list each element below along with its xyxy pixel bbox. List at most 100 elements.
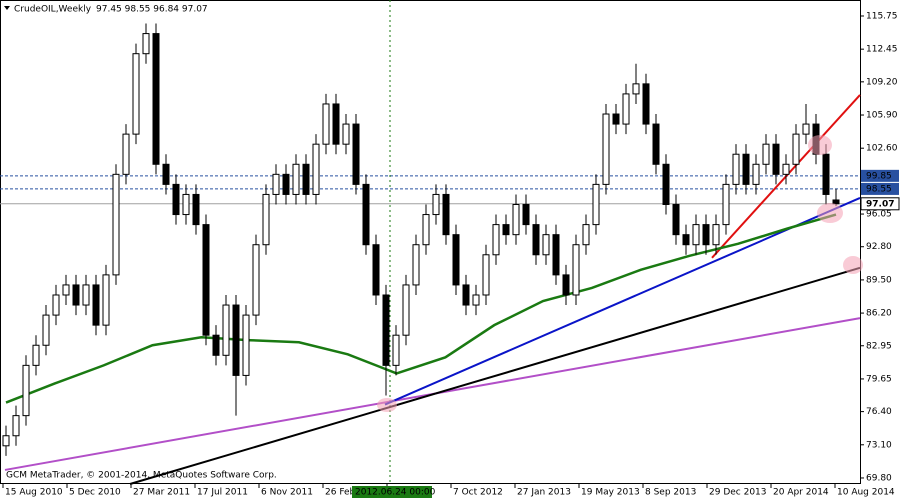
- candle-body: [352, 123, 360, 185]
- candle-body: [362, 183, 370, 246]
- candle-body: [582, 224, 590, 246]
- candle-body: [182, 193, 190, 216]
- candle-body: [772, 143, 780, 175]
- candle-body: [2, 435, 10, 447]
- trend-line: [129, 266, 861, 485]
- candle-body: [742, 153, 750, 185]
- y-tick-label: 79.65: [866, 374, 892, 384]
- price-label-box: [860, 197, 900, 211]
- candle-body: [442, 193, 450, 236]
- candle-body: [332, 103, 340, 145]
- candle-body: [82, 284, 90, 306]
- candle-body: [242, 314, 250, 376]
- y-tick-label: 96.05: [866, 210, 892, 220]
- candle-body: [522, 203, 530, 226]
- candle-body: [202, 224, 210, 336]
- x-tick-label: 7 Oct 2012: [453, 488, 503, 498]
- candle-body: [312, 143, 320, 195]
- x-tick-label: 27 Jan 2013: [517, 488, 571, 498]
- y-tick-label: 105.90: [866, 111, 898, 121]
- candle-body: [712, 224, 720, 246]
- highlight: [817, 203, 843, 223]
- candle-body: [232, 304, 240, 376]
- candle-body: [222, 304, 230, 356]
- candle-body: [532, 224, 540, 256]
- price-label: 98.55: [866, 184, 892, 194]
- candle-body: [502, 224, 510, 236]
- candle-body: [762, 143, 770, 165]
- candle-body: [492, 224, 500, 256]
- candle-body: [392, 334, 400, 366]
- trend-line: [384, 197, 861, 406]
- candle-body: [722, 183, 730, 226]
- candle-body: [132, 53, 140, 135]
- candle-body: [662, 163, 670, 205]
- candle-body: [652, 123, 660, 165]
- candle-body: [512, 203, 520, 236]
- candle-body: [302, 163, 310, 195]
- candle-body: [792, 133, 800, 165]
- x-tick-label: 27 Mar 2011: [133, 488, 190, 498]
- candle-body: [562, 274, 570, 296]
- y-tick-label: 115.75: [866, 11, 898, 21]
- candle-body: [472, 294, 480, 306]
- candle-body: [72, 284, 80, 306]
- candle-body: [732, 153, 740, 185]
- candle-body: [252, 244, 260, 316]
- candle-body: [552, 234, 560, 276]
- x-tick-label: 5 Dec 2010: [69, 488, 121, 498]
- x-tick-label: 15 Aug 2010: [5, 488, 63, 498]
- price-label-box: [861, 169, 899, 182]
- price-label: 97.07: [866, 199, 894, 209]
- candle-body: [292, 163, 300, 195]
- candle-body: [322, 103, 330, 145]
- crosshair-label: 2012.06.24 00:00: [355, 488, 436, 498]
- candle-body: [782, 163, 790, 175]
- candle-body: [92, 284, 100, 326]
- y-tick-label: 89.50: [866, 275, 892, 285]
- highlights: [377, 135, 863, 412]
- candle-body: [632, 83, 640, 95]
- candle-body: [282, 173, 290, 195]
- y-tick-label: 102.60: [866, 144, 898, 154]
- candle-body: [832, 199, 840, 205]
- candle-body: [42, 314, 50, 346]
- highlight: [843, 256, 863, 274]
- candle-body: [22, 364, 30, 417]
- price-label: 99.85: [866, 171, 892, 181]
- chart-title: CrudeOIL,Weekly: [14, 5, 92, 15]
- candle-body: [192, 193, 200, 226]
- candle-body: [622, 93, 630, 125]
- x-tick-label: 10 Aug 2014: [837, 488, 895, 498]
- candle-body: [52, 294, 60, 316]
- y-tick-label: 76.40: [866, 407, 892, 417]
- ohlc-text: 97.45 98.55 96.84 97.07: [96, 5, 208, 15]
- candle-body: [142, 33, 150, 55]
- x-tick-label: 17 Jul 2011: [197, 488, 248, 498]
- moving-average: [5, 213, 837, 404]
- candle-body: [372, 244, 380, 296]
- candle-body: [412, 244, 420, 286]
- menu-arrow[interactable]: [4, 6, 10, 10]
- candle-body: [462, 284, 470, 306]
- highlight: [808, 135, 832, 155]
- candle-body: [642, 83, 650, 125]
- x-tick-label: 20 Apr 2014: [773, 488, 829, 498]
- candle-body: [592, 183, 600, 226]
- x-tick-label: 6 Nov 2011: [261, 488, 313, 498]
- candle-body: [682, 234, 690, 246]
- candle-body: [112, 173, 120, 276]
- candle-body: [62, 284, 70, 296]
- candle-body: [432, 193, 440, 216]
- candle-body: [12, 415, 20, 437]
- candle-body: [422, 214, 430, 246]
- copyright: GCM MetaTrader, © 2001-2014, MetaQuotes …: [6, 471, 277, 481]
- candle-body: [672, 203, 680, 236]
- y-tick-label: 109.20: [866, 77, 898, 87]
- candle-body: [382, 294, 390, 366]
- candle-body: [612, 113, 620, 125]
- marks: [0, 0, 861, 485]
- candle-body: [702, 224, 710, 246]
- plot-frame: [0, 0, 861, 484]
